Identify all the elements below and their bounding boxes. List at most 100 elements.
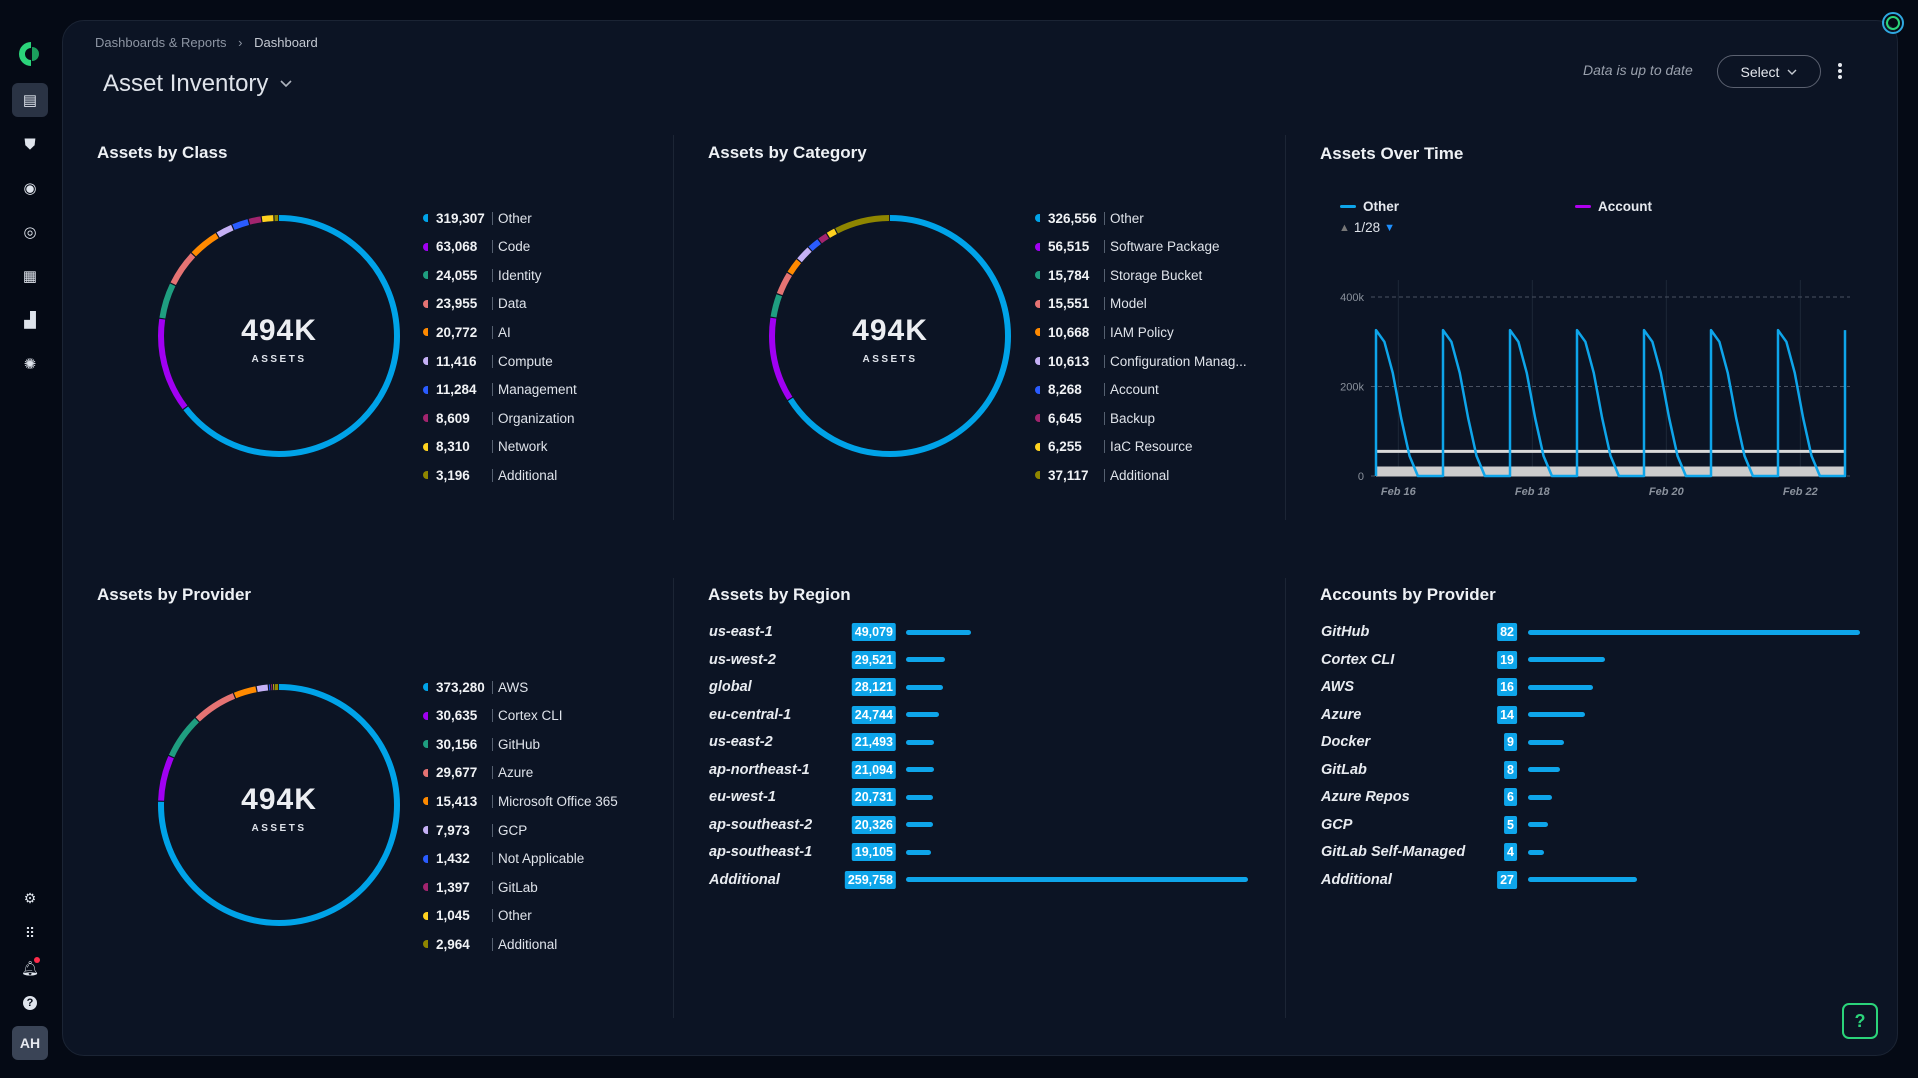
bar-row[interactable]: Docker 9 — [1321, 731, 1870, 753]
sidebar-item-blocks[interactable]: ▟ — [12, 303, 48, 337]
sidebar-item-clipboard[interactable]: ▦ — [12, 259, 48, 293]
help-button[interactable]: ? — [1842, 1003, 1878, 1039]
legend-item[interactable]: 24,055 Identity — [423, 265, 542, 285]
legend-item[interactable]: 8,310 Network — [423, 437, 548, 457]
legend-item[interactable]: 10,613 Configuration Manag... — [1035, 351, 1247, 371]
legend-item[interactable]: 56,515 Software Package — [1035, 237, 1220, 257]
legend-item[interactable]: 1,397 GitLab — [423, 877, 538, 897]
legend-item[interactable]: 7,973 GCP — [423, 820, 527, 840]
bar-row[interactable]: Additional 259,758 — [709, 869, 1258, 891]
sidebar-item-network[interactable]: ✺ — [12, 347, 48, 381]
legend-item[interactable]: 30,156 GitHub — [423, 734, 540, 754]
bar-row[interactable]: ap-northeast-1 21,094 — [709, 759, 1258, 781]
bar — [906, 739, 935, 745]
sidebar-item-shield-alert[interactable]: ⛊ — [12, 127, 48, 161]
more-options-icon[interactable] — [1836, 61, 1844, 81]
legend-item[interactable]: 15,413 Microsoft Office 365 — [423, 791, 618, 811]
bar-row[interactable]: Azure 14 — [1321, 704, 1870, 726]
legend-item[interactable]: 319,307 Other — [423, 208, 532, 228]
legend-dot — [1035, 299, 1040, 308]
legend-item[interactable]: 29,677 Azure — [423, 763, 533, 783]
legend-item[interactable]: 8,268 Account — [1035, 380, 1159, 400]
donut-segment-aws[interactable] — [158, 684, 400, 926]
legend-dot — [1035, 242, 1040, 251]
bar-row[interactable]: Additional 27 — [1321, 869, 1870, 891]
legend-item[interactable]: 6,645 Backup — [1035, 408, 1155, 428]
bar-row[interactable]: eu-west-1 20,731 — [709, 786, 1258, 808]
sidebar-item-dashboard[interactable]: ▤ — [12, 83, 48, 117]
select-dropdown[interactable]: Select — [1717, 55, 1821, 88]
legend-item[interactable]: 15,551 Model — [1035, 294, 1147, 314]
legend-item[interactable]: 30,635 Cortex CLI — [423, 706, 563, 726]
legend-item[interactable]: 326,556 Other — [1035, 208, 1144, 228]
bar-row[interactable]: GitLab Self-Managed 4 — [1321, 841, 1870, 863]
donut-segment-other[interactable] — [158, 215, 400, 457]
bar-row[interactable]: Azure Repos 6 — [1321, 786, 1870, 808]
bar-label: GCP — [1321, 816, 1353, 833]
dashboard-selector[interactable]: Asset Inventory — [103, 70, 292, 98]
legend-value: 3,196 — [436, 467, 470, 483]
legend-item[interactable]: 10,668 IAM Policy — [1035, 322, 1174, 342]
bar-row[interactable]: GitLab 8 — [1321, 759, 1870, 781]
legend-item[interactable]: 1,045 Other — [423, 906, 532, 926]
legend-label: GCP — [498, 822, 528, 838]
value-badge: 21,094 — [851, 760, 896, 779]
legend-item[interactable]: 373,280 AWS — [423, 677, 528, 697]
bar-label: AWS — [1321, 679, 1355, 695]
legend-separator — [492, 823, 493, 837]
donut-segment-software-package[interactable] — [769, 215, 1011, 457]
sidebar-item-target[interactable]: ◎ — [12, 215, 48, 249]
legend-page: 1/28 — [1353, 220, 1381, 235]
legend-separator — [492, 440, 493, 454]
bar-row[interactable]: GCP 5 — [1321, 814, 1870, 836]
bar-row[interactable]: AWS 16 — [1321, 676, 1870, 698]
bar-row[interactable]: ap-southeast-2 20,326 — [709, 814, 1258, 836]
legend-value: 11,416 — [436, 353, 477, 369]
donut-segment-other[interactable] — [769, 215, 1011, 457]
sidebar-item-settings[interactable]: ⚙ — [12, 881, 48, 915]
legend-item[interactable]: 8,609 Organization — [423, 408, 575, 428]
legend-item[interactable]: 3,196 Additional — [423, 465, 557, 485]
legend-item[interactable]: 11,416 Compute — [423, 351, 553, 371]
app-logo-icon[interactable] — [18, 41, 42, 67]
legend-dot — [1035, 214, 1040, 222]
user-avatar[interactable]: AH — [12, 1026, 48, 1060]
bell-icon: 🔔︎ — [21, 959, 39, 976]
legend-item[interactable]: 1,432 Not Applicable — [423, 849, 584, 869]
legend-prev-icon[interactable]: ▲ — [1339, 221, 1350, 234]
legend-value: 319,307 — [436, 210, 485, 226]
assistant-logo-icon[interactable] — [1881, 11, 1905, 35]
bar-row[interactable]: Cortex CLI 19 — [1321, 649, 1870, 671]
bar-row[interactable]: us-east-2 21,493 — [709, 731, 1258, 753]
bar-row[interactable]: us-west-2 29,521 — [709, 649, 1258, 671]
sidebar-item-apps-grid[interactable]: ⠿ — [12, 916, 48, 950]
bar-row[interactable]: global 28,121 — [709, 676, 1258, 698]
sidebar-item-eye[interactable]: ◉ — [12, 171, 48, 205]
legend-item-account[interactable]: Account — [1575, 199, 1652, 214]
bar-row[interactable]: ap-southeast-1 19,105 — [709, 841, 1258, 863]
sidebar-item-bell[interactable]: 🔔︎ — [12, 951, 48, 985]
series-line-other[interactable] — [1374, 328, 1847, 478]
donut-segment-code[interactable] — [158, 215, 400, 457]
legend-next-icon[interactable]: ▼ — [1384, 221, 1396, 234]
legend-item[interactable]: 6,255 IaC Resource — [1035, 437, 1193, 457]
apps-grid-icon: ⠿ — [24, 924, 36, 941]
page-title: Asset Inventory — [103, 70, 269, 97]
legend-item[interactable]: 63,068 Code — [423, 237, 530, 257]
legend-label: Model — [1110, 296, 1147, 312]
bar-row[interactable]: eu-central-1 24,744 — [709, 704, 1258, 726]
bar-row[interactable]: us-east-1 49,079 — [709, 621, 1258, 643]
bar — [1528, 822, 1549, 827]
legend-item[interactable]: 11,284 Management — [423, 380, 577, 400]
bar-row[interactable]: GitHub 82 — [1321, 621, 1870, 643]
legend-item[interactable]: 15,784 Storage Bucket — [1035, 265, 1202, 285]
legend-item[interactable]: 23,955 Data — [423, 294, 527, 314]
breadcrumb-dashboards-reports[interactable]: Dashboards & Reports — [95, 35, 227, 50]
value-badge: 24,744 — [851, 705, 896, 724]
legend-item[interactable]: 2,964 Additional — [423, 934, 557, 954]
legend-dot — [423, 911, 428, 920]
legend-item[interactable]: 20,772 AI — [423, 322, 511, 342]
legend-item-other[interactable]: Other — [1340, 199, 1399, 214]
legend-item[interactable]: 37,117 Additional — [1035, 465, 1169, 485]
sidebar-item-help[interactable]: ? — [12, 986, 48, 1020]
